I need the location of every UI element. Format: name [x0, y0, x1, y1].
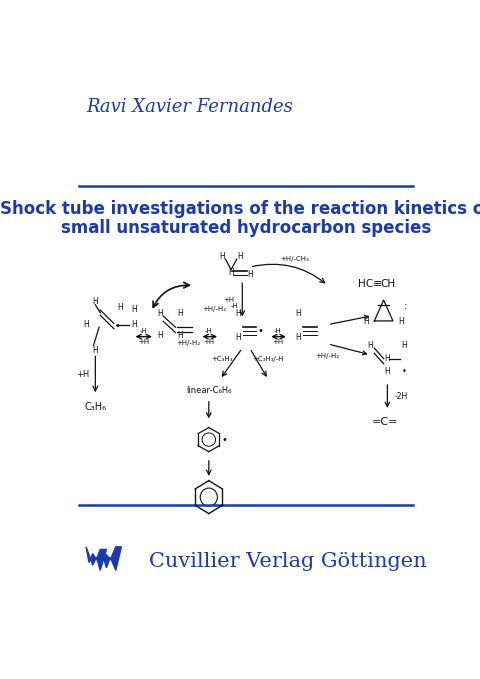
Text: H: H	[132, 320, 137, 329]
Text: H: H	[401, 341, 407, 350]
Text: •: •	[402, 367, 407, 376]
Text: H: H	[177, 308, 183, 318]
Text: Cuvillier Verlag Göttingen: Cuvillier Verlag Göttingen	[149, 552, 427, 571]
Text: +H/-H₂: +H/-H₂	[176, 340, 201, 346]
Text: -H: -H	[274, 328, 281, 334]
Text: linear-C₆H₆: linear-C₆H₆	[186, 386, 231, 395]
Text: •: •	[258, 326, 264, 336]
Text: H: H	[368, 341, 373, 350]
Text: C₃H₆: C₃H₆	[84, 402, 107, 411]
Text: +H/-CH₃: +H/-CH₃	[280, 256, 309, 262]
Polygon shape	[86, 547, 107, 570]
Text: H: H	[219, 252, 225, 261]
Text: +H: +H	[224, 297, 235, 303]
Text: H: H	[157, 308, 163, 318]
Text: ≡: ≡	[372, 279, 382, 289]
Text: +H: +H	[272, 340, 283, 346]
Text: H: H	[238, 252, 243, 261]
Text: H: H	[398, 318, 404, 327]
Text: small unsaturated hydrocarbon species: small unsaturated hydrocarbon species	[61, 219, 431, 237]
Text: +H/-H₂: +H/-H₂	[202, 306, 227, 312]
Text: -H: -H	[205, 328, 213, 334]
Text: -H: -H	[140, 328, 147, 334]
Text: Shock tube investigations of the reaction kinetics of: Shock tube investigations of the reactio…	[0, 200, 480, 218]
Text: H: H	[295, 333, 301, 342]
Text: H: H	[363, 318, 369, 327]
Text: +C₃H₃: +C₃H₃	[211, 356, 232, 362]
Text: H: H	[118, 304, 123, 312]
Text: H: H	[228, 268, 234, 277]
Text: +H: +H	[203, 340, 215, 346]
Text: :: :	[403, 301, 407, 311]
Text: =C=: =C=	[372, 418, 399, 427]
Text: H: H	[247, 270, 252, 280]
Text: H: H	[93, 297, 98, 306]
Text: -2H: -2H	[395, 392, 408, 401]
Text: •: •	[115, 320, 120, 331]
Text: H: H	[384, 367, 390, 376]
Text: +C₃H₃/-H: +C₃H₃/-H	[252, 356, 283, 362]
Text: H: H	[177, 331, 183, 340]
Text: •: •	[222, 435, 228, 445]
Text: +H/-H₂: +H/-H₂	[316, 353, 340, 359]
Polygon shape	[101, 547, 121, 570]
Text: Ravi Xavier Fernandes: Ravi Xavier Fernandes	[86, 98, 293, 116]
Text: H: H	[157, 331, 163, 340]
Text: H: H	[236, 308, 241, 318]
Text: HC: HC	[358, 279, 373, 289]
Text: H: H	[93, 346, 98, 355]
Text: -H: -H	[230, 303, 238, 309]
Text: H: H	[384, 354, 390, 363]
Text: +H: +H	[76, 370, 90, 379]
Text: H: H	[236, 333, 241, 342]
Text: H: H	[83, 320, 89, 329]
Text: H: H	[132, 306, 137, 314]
Text: CH: CH	[381, 279, 396, 289]
Text: H: H	[295, 308, 301, 318]
Text: +H: +H	[138, 340, 149, 346]
